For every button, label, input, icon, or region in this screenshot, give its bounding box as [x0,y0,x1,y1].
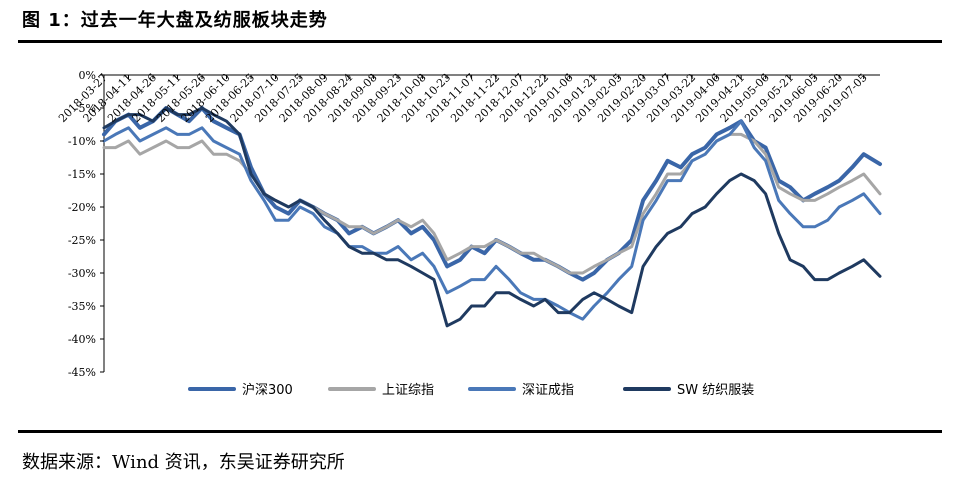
series-line-4 [102,106,882,328]
y-tick-label: -15% [68,168,96,181]
y-tick-labels: 0% -5% -10% -15% -20% -25% -30% -35% -40% -45% [68,69,104,379]
series-line-1 [102,106,882,282]
y-tick-label: -20% [68,201,96,214]
y-tick-label: -10% [68,135,96,148]
legend-label-4: SW 纺织服装 [677,383,754,398]
x-tick-labels: 2018-03-272018-04-112018-04-262018-05-11… [56,71,870,125]
y-tick-label: -40% [68,333,96,346]
y-tick-label: -35% [68,300,96,313]
figure-title: 图 1：过去一年大盘及纺服板块走势 [22,10,328,31]
bottom-rule [18,430,942,433]
axes [103,74,880,372]
series-lines [102,106,882,328]
y-tick-label: -5% [75,102,96,115]
series-line-2 [102,132,882,275]
y-tick-label: -30% [68,267,96,280]
y-tick-label: -45% [68,366,96,379]
top-rule [18,40,942,43]
legend-label-3: 深证成指 [522,383,574,398]
y-tick-label: 0% [79,69,96,82]
legend: 沪深300 上证综指 深证成指 SW 纺织服装 [188,382,754,398]
legend-label-1: 沪深300 [242,382,293,398]
source-note: 数据来源：Wind 资讯，东吴证券研究所 [22,452,345,473]
legend-label-2: 上证综指 [382,383,434,398]
series-line-3 [102,119,882,321]
y-tick-label: -25% [68,234,96,247]
